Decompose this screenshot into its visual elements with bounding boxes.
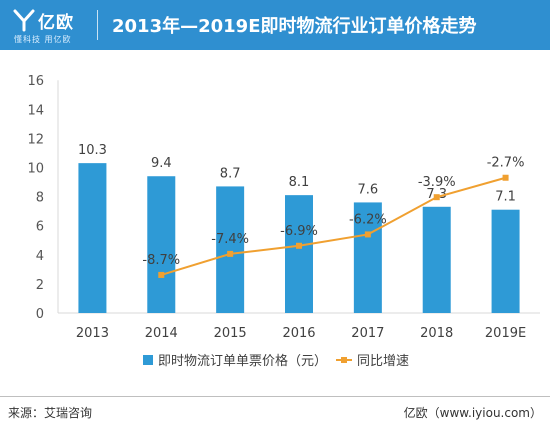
growth-point — [296, 242, 302, 249]
growth-point — [433, 194, 440, 201]
bar-value-label: 8.7 — [220, 166, 241, 181]
y-tick-label: 16 — [27, 74, 44, 89]
legend-line-label: 同比增速 — [357, 354, 409, 369]
y-tick-label: 4 — [36, 249, 44, 264]
growth-point — [158, 271, 165, 278]
growth-point — [364, 231, 371, 238]
bar-value-label: 7.6 — [358, 182, 379, 197]
growth-value-label: -6.9% — [280, 224, 318, 239]
bar-2013 — [78, 163, 107, 313]
bar-2014 — [147, 176, 176, 313]
y-tick-label: 12 — [27, 132, 44, 147]
growth-value-label: -2.7% — [487, 156, 525, 171]
x-tick-label: 2017 — [351, 326, 384, 341]
chart-area: 0 2 4 6 8 10 12 14 16 10.3 2013 9.4 2014 8.7 2015 8.1 20… — [27, 74, 540, 369]
chart-title: 2013年—2019E即时物流行业订单价格走势 — [112, 16, 477, 37]
growth-value-label: -3.9% — [418, 175, 456, 190]
credit-note: 亿欧（www.iyiou.com） — [403, 406, 542, 420]
bar-2015 — [216, 186, 245, 313]
logo-slogan: 懂科技 用亿欧 — [14, 35, 72, 44]
bar-value-label: 10.3 — [78, 143, 107, 158]
bar-value-label: 8.1 — [289, 175, 310, 190]
logo-name: 亿欧 — [38, 13, 74, 33]
growth-point — [502, 174, 509, 181]
bar-2017 — [353, 202, 382, 313]
y-tick-label: 0 — [36, 307, 44, 322]
x-tick-label: 2018 — [420, 326, 453, 341]
y-tick-label: 14 — [27, 103, 44, 118]
legend-line-marker — [341, 357, 347, 363]
y-tick-label: 10 — [27, 162, 44, 177]
bar-2016 — [285, 195, 313, 313]
bar-value-label: 9.4 — [151, 156, 172, 171]
x-tick-label: 2013 — [76, 326, 109, 341]
logo-y-icon — [13, 9, 35, 32]
header-divider — [97, 10, 98, 40]
x-tick-label: 2014 — [145, 326, 178, 341]
bar-2019E — [491, 209, 520, 313]
growth-line — [160, 176, 506, 276]
legend-bar-label: 即时物流订单单票价格（元） — [158, 353, 327, 369]
bar-2018 — [422, 206, 451, 313]
growth-point — [227, 250, 234, 257]
x-tick-label: 2016 — [282, 326, 315, 341]
source-note: 来源：艾瑞咨询 — [8, 406, 93, 420]
legend-bar-swatch — [143, 355, 153, 365]
y-tick-label: 6 — [36, 220, 44, 235]
bar-value-label: 7.1 — [495, 190, 516, 205]
x-tick-label: 2019E — [485, 326, 526, 341]
y-tick-label: 8 — [36, 191, 44, 206]
growth-value-label: -6.2% — [349, 212, 387, 227]
growth-value-label: -8.7% — [142, 253, 180, 268]
y-tick-label: 2 — [36, 278, 44, 293]
brand-logo: 亿欧 懂科技 用亿欧 — [12, 6, 92, 46]
footer-divider — [0, 396, 550, 397]
x-tick-label: 2015 — [214, 326, 247, 341]
growth-value-label: -7.4% — [211, 232, 249, 247]
header-banner: 亿欧 懂科技 用亿欧 2013年—2019E即时物流行业订单价格走势 — [0, 0, 550, 50]
